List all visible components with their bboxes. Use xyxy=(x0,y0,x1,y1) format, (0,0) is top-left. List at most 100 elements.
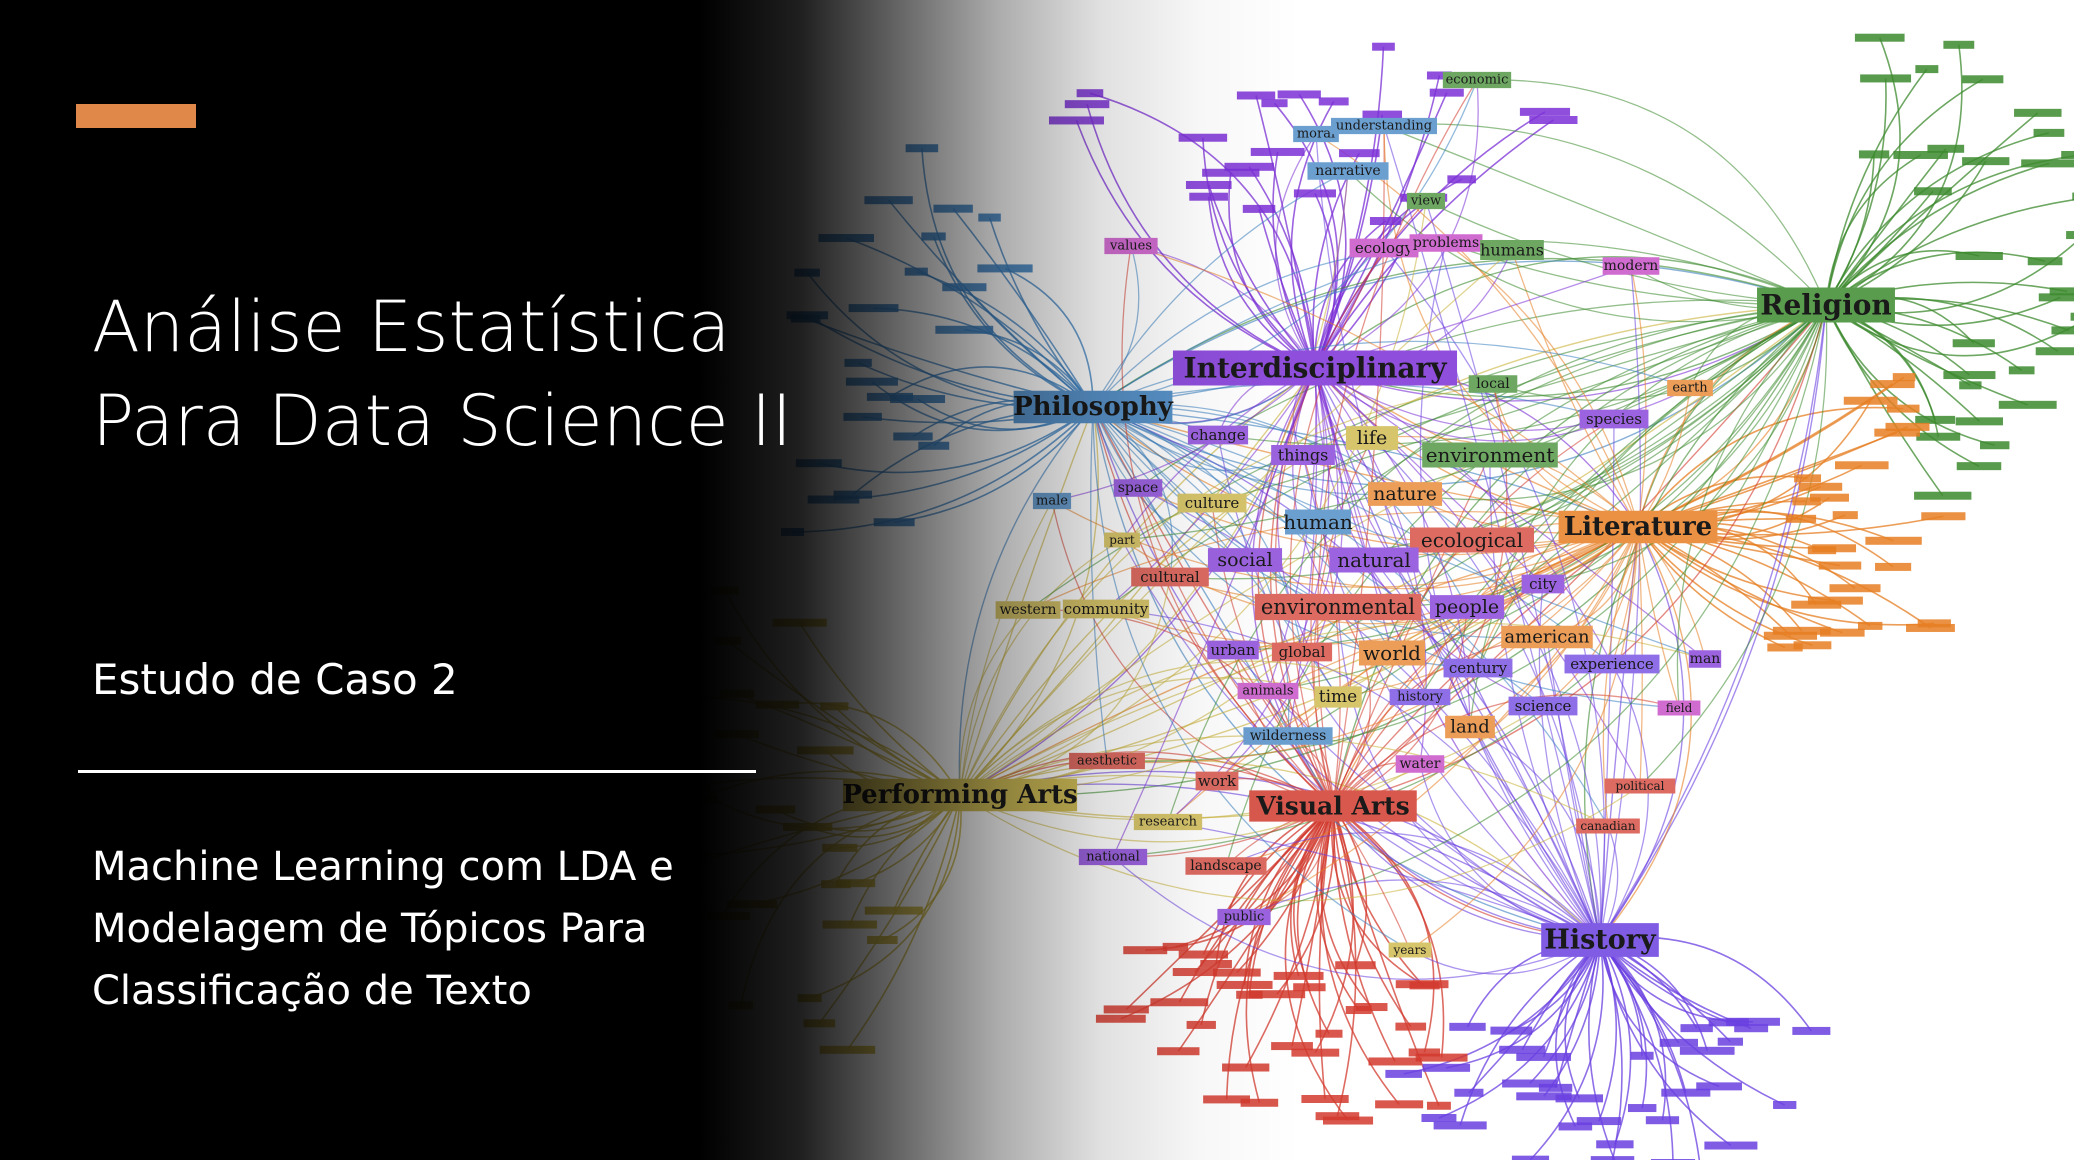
leaf-node xyxy=(873,518,915,527)
svg-text:landscape: landscape xyxy=(1190,858,1261,874)
leaf-node xyxy=(977,264,1033,273)
term-node-world: world xyxy=(1359,640,1425,666)
leaf-node xyxy=(1242,204,1276,213)
term-node-part: part xyxy=(1104,532,1140,548)
leaf-node xyxy=(1959,381,1982,390)
term-node-social: social xyxy=(1207,548,1283,572)
leaf-node xyxy=(1162,942,1189,951)
term-node-problems: problems xyxy=(1409,234,1483,252)
leaf-node xyxy=(1224,162,1274,171)
svg-text:aesthetic: aesthetic xyxy=(1077,754,1137,769)
accent-bar xyxy=(76,104,196,128)
svg-text:field: field xyxy=(1666,701,1693,715)
leaf-node xyxy=(797,746,854,755)
term-node-view: view xyxy=(1406,192,1446,210)
leaf-node xyxy=(1103,1005,1149,1014)
leaf-node xyxy=(978,213,1001,222)
svg-text:narrative: narrative xyxy=(1315,163,1380,179)
term-node-earth: earth xyxy=(1667,379,1713,397)
svg-text:species: species xyxy=(1586,410,1642,428)
svg-text:culture: culture xyxy=(1185,494,1240,512)
term-node-values: values xyxy=(1104,237,1158,255)
svg-text:time: time xyxy=(1319,687,1357,707)
leaf-node xyxy=(2014,108,2062,117)
term-node-economic: economic xyxy=(1442,71,1512,89)
svg-text:part: part xyxy=(1109,533,1135,547)
svg-text:Performing Arts: Performing Arts xyxy=(842,780,1077,810)
leaf-node xyxy=(1421,1113,1457,1122)
leaf-node xyxy=(1708,1018,1749,1027)
leaf-node xyxy=(905,144,939,153)
leaf-node xyxy=(1955,252,2003,261)
leaf-node xyxy=(782,822,833,831)
leaf-node xyxy=(1627,1104,1657,1113)
leaf-node xyxy=(1704,1141,1758,1150)
leaf-node xyxy=(714,636,741,645)
leaf-node xyxy=(1271,1042,1313,1051)
svg-text:ecology: ecology xyxy=(1355,239,1414,257)
svg-text:things: things xyxy=(1278,446,1329,465)
svg-text:problems: problems xyxy=(1413,235,1479,251)
leaf-node xyxy=(1277,90,1321,99)
leaf-node xyxy=(720,689,755,698)
leaf-node xyxy=(1717,1037,1743,1046)
leaf-node xyxy=(1064,100,1110,109)
leaf-node xyxy=(2035,347,2074,356)
leaf-node xyxy=(674,795,718,804)
svg-text:canadian: canadian xyxy=(1580,819,1635,833)
leaf-node xyxy=(1355,1003,1388,1012)
svg-text:understanding: understanding xyxy=(1336,119,1432,134)
leaf-node xyxy=(1511,1155,1550,1160)
svg-text:work: work xyxy=(1198,772,1237,790)
leaf-node xyxy=(1980,441,2010,450)
leaf-node xyxy=(1293,983,1326,992)
svg-text:man: man xyxy=(1690,651,1721,667)
svg-text:values: values xyxy=(1109,239,1152,254)
svg-text:environment: environment xyxy=(1426,443,1555,467)
leaf-node xyxy=(1408,1048,1441,1057)
leaf-node xyxy=(1835,461,1889,470)
term-node-animals: animals xyxy=(1237,682,1299,700)
leaf-node xyxy=(1998,400,2057,409)
leaf-node xyxy=(1519,107,1571,116)
svg-text:nature: nature xyxy=(1373,483,1437,505)
leaf-node xyxy=(2070,312,2074,321)
leaf-node xyxy=(1952,339,1995,348)
term-node-global: global xyxy=(1271,642,1333,662)
leaf-node xyxy=(1916,432,1961,441)
leaf-node xyxy=(1178,133,1228,142)
term-node-history: history xyxy=(1389,688,1451,706)
hub-node-literature: Literature xyxy=(1558,510,1718,544)
leaf-node xyxy=(1858,150,1890,159)
svg-text:ecological: ecological xyxy=(1421,528,1523,552)
hub-node-visual_arts: Visual Arts xyxy=(1249,790,1417,822)
leaf-node xyxy=(1962,157,2010,166)
leaf-node xyxy=(1048,116,1104,125)
leaf-node xyxy=(803,1019,836,1028)
leaf-node xyxy=(1318,97,1349,106)
leaf-node xyxy=(1886,404,1920,413)
leaf-node xyxy=(1375,1100,1424,1109)
term-node-canadian: canadian xyxy=(1576,818,1640,834)
description-line-1: Machine Learning com LDA e xyxy=(92,844,674,890)
leaf-node xyxy=(1799,482,1843,491)
leaf-node xyxy=(1809,493,1849,502)
term-node-research: research xyxy=(1133,813,1203,831)
leaf-node xyxy=(1645,1116,1680,1125)
leaf-node xyxy=(1447,175,1476,184)
leaf-node xyxy=(921,232,946,241)
leaf-node xyxy=(1558,1122,1593,1131)
leaf-node xyxy=(1189,192,1228,201)
leaf-node xyxy=(1433,1121,1487,1130)
term-node-city: city xyxy=(1521,574,1565,594)
svg-text:experience: experience xyxy=(1570,655,1654,673)
term-node-things: things xyxy=(1271,445,1335,465)
svg-text:political: political xyxy=(1616,779,1665,793)
svg-text:male: male xyxy=(1036,494,1068,509)
term-node-wilderness: wilderness xyxy=(1243,727,1333,745)
leaf-node xyxy=(1095,1014,1146,1023)
term-node-time: time xyxy=(1314,686,1362,708)
svg-text:cultural: cultural xyxy=(1140,568,1200,586)
term-node-local: local xyxy=(1468,375,1518,393)
svg-text:community: community xyxy=(1064,600,1149,618)
